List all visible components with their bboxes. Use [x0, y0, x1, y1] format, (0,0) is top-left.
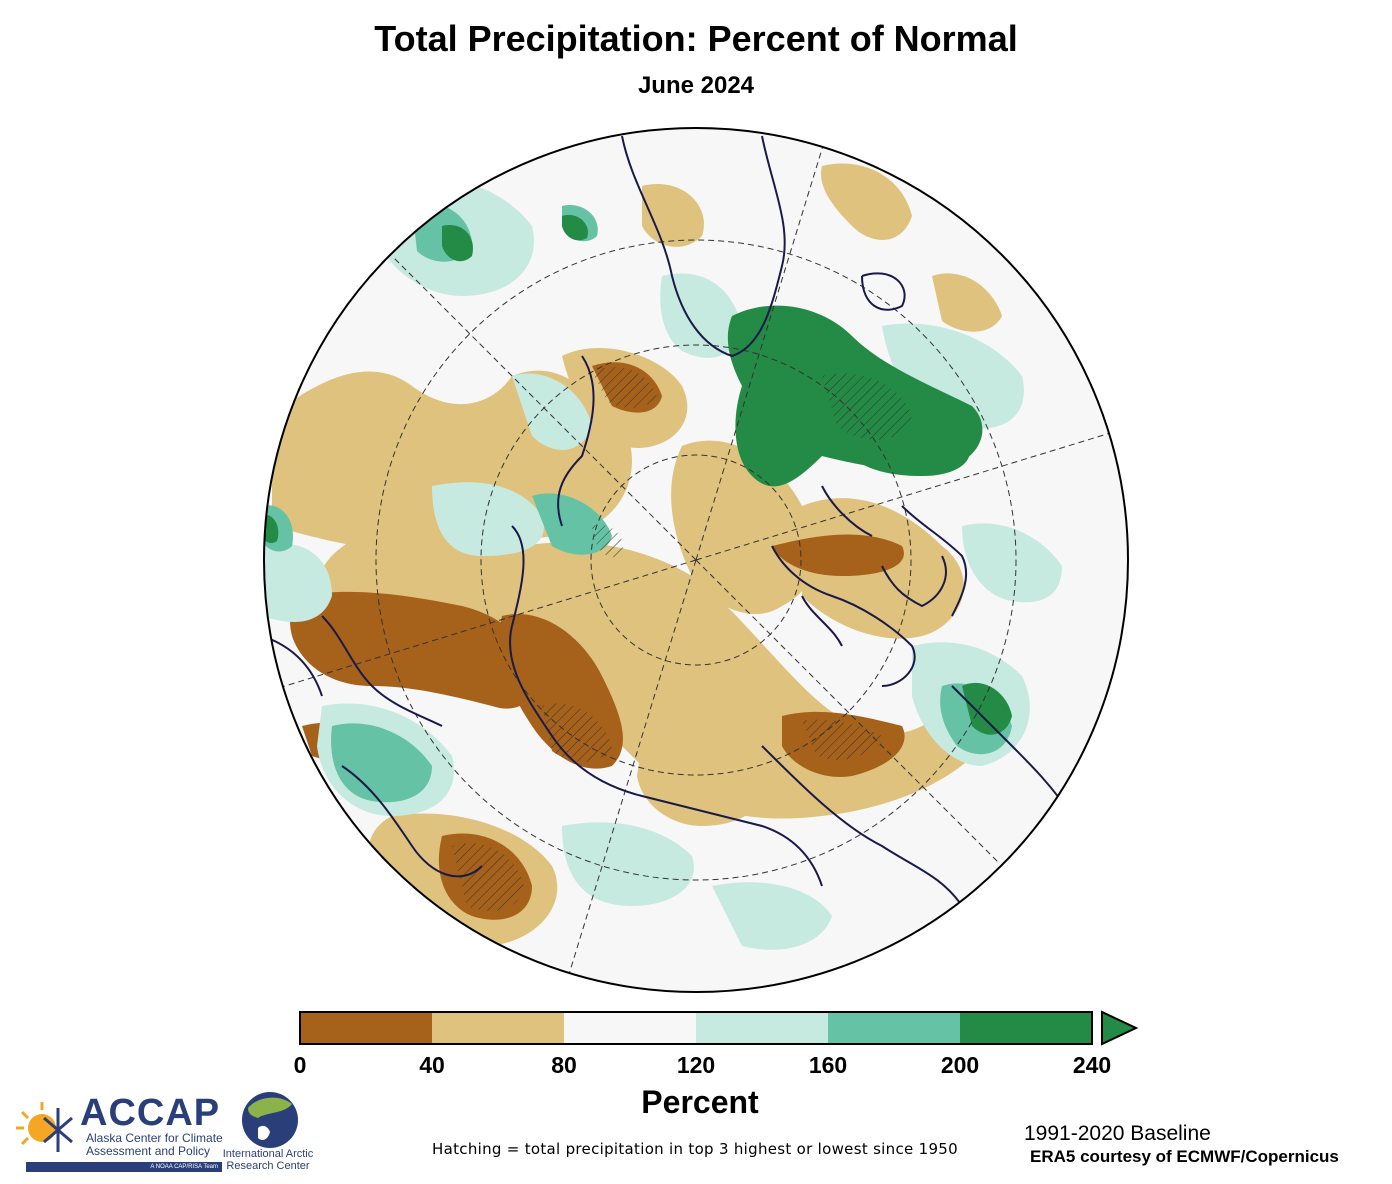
colorbar-frame [299, 1011, 1093, 1045]
colorbar-bin-5 [960, 1012, 1092, 1044]
iarc-name: International Arctic Research Center [222, 1148, 314, 1172]
colorbar-bins [300, 1012, 1092, 1044]
meridians [271, 135, 1121, 985]
map-boundary [263, 127, 1129, 993]
colorbar-bin-2 [564, 1012, 696, 1044]
significance-hatching [452, 367, 912, 911]
accap-wordmark: ACCAP [80, 1092, 221, 1134]
accap-tagline: A NOAA CAP/RISA Team [150, 1164, 218, 1170]
globe-icon [242, 1092, 298, 1148]
baseline-note: 1991-2020 Baseline [1024, 1122, 1211, 1145]
colorbar-tick-label: 80 [551, 1052, 577, 1078]
sun-snowflake-icon [16, 1102, 73, 1152]
colorbar-tick-label: 200 [940, 1052, 980, 1078]
colorbar-bin-1 [432, 1012, 564, 1044]
colorbar-tick-label: 240 [1072, 1052, 1112, 1078]
map-subtitle: June 2024 [637, 72, 755, 99]
coastlines [264, 135, 1073, 907]
colorbar-tick-label: 120 [676, 1052, 716, 1078]
source-note: ERA5 courtesy of ECMWF/Copernicus [1030, 1147, 1339, 1166]
colorbar-bin-3 [696, 1012, 828, 1044]
accap-full-name: Alaska Center for Climate Assessment and… [86, 1131, 223, 1158]
iarc-logo: International Arctic Research Center [218, 1088, 318, 1182]
hatching-note: Hatching = total precipitation in top 3 … [432, 1140, 958, 1158]
colorbar-tick-label: 160 [808, 1052, 848, 1078]
polar-precipitation-map [263, 127, 1129, 993]
colorbar-unit-label: Percent [641, 1084, 759, 1120]
colorbar-extend-arrow [1101, 1010, 1139, 1046]
colorbar-bin-0 [300, 1012, 432, 1044]
accap-bar [26, 1162, 222, 1172]
accap-logo: ACCAP Alaska Center for Climate Assessme… [8, 1092, 223, 1176]
colorbar-tick-label: 40 [419, 1052, 445, 1078]
colorbar-bin-4 [828, 1012, 960, 1044]
map-title: Total Precipitation: Percent of Normal [374, 18, 1018, 59]
colorbar-tick-label: 0 [293, 1052, 307, 1078]
latitude-circles [375, 239, 1017, 881]
